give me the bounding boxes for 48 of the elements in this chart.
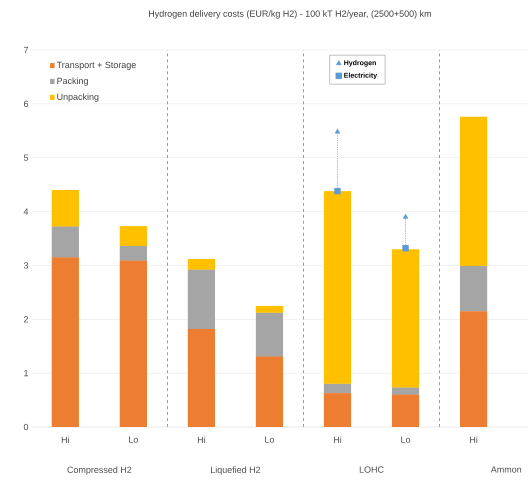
- bar: [52, 190, 79, 227]
- bar: [460, 116, 488, 266]
- bar: [256, 356, 284, 427]
- bar: [120, 226, 147, 246]
- y-tick-label: 3: [24, 262, 28, 269]
- bar: [120, 260, 147, 427]
- bar: [324, 393, 352, 427]
- bar: [392, 394, 420, 427]
- x-tick-label: Hi: [470, 436, 478, 443]
- text: Liquefied H2: [211, 466, 260, 475]
- bar: [460, 311, 488, 427]
- text: Compressed H2: [67, 466, 132, 475]
- x-tick-label: Lo: [401, 436, 410, 443]
- legend-label: Packing: [57, 77, 88, 86]
- bar: [188, 258, 216, 270]
- chart-title: Hydrogen delivery costs (EUR/kg H2) - 100 kT H2/year, (2500+500) km: [149, 10, 431, 19]
- bar: [188, 270, 216, 329]
- x-tick-label: Hi: [334, 436, 342, 443]
- point: [334, 128, 340, 134]
- x-tick-label: Lo: [265, 436, 274, 443]
- bar: [460, 266, 488, 312]
- point: [334, 188, 341, 194]
- bar: [52, 257, 79, 427]
- y-tick-label: 4: [24, 208, 28, 215]
- legend-label: Transport + Storage: [56, 62, 136, 70]
- bar: [392, 249, 420, 388]
- y-tick-label: 2: [24, 316, 28, 322]
- point: [402, 245, 409, 252]
- y-tick-label: 5: [24, 154, 28, 161]
- y-tick-label: 7: [24, 46, 28, 54]
- x-tick-label: Lo: [129, 436, 138, 443]
- x-tick-label: Hi: [62, 436, 69, 443]
- text: LOHC: [360, 466, 384, 473]
- legend-label: Unpacking: [57, 93, 98, 102]
- y-tick-label: 1: [24, 370, 28, 376]
- bar: [256, 306, 284, 313]
- y-tick-label: 6: [24, 100, 28, 108]
- bar: [120, 246, 147, 261]
- point: [402, 214, 408, 219]
- x-tick-label: Hi: [198, 436, 206, 443]
- y-tick-label: 0: [24, 424, 28, 430]
- bar: [392, 388, 420, 395]
- text: Ammon: [490, 466, 522, 473]
- bar: [324, 191, 352, 384]
- bar: [324, 384, 352, 394]
- bar: [256, 312, 284, 356]
- bar: [52, 226, 79, 258]
- bar: [188, 328, 216, 427]
